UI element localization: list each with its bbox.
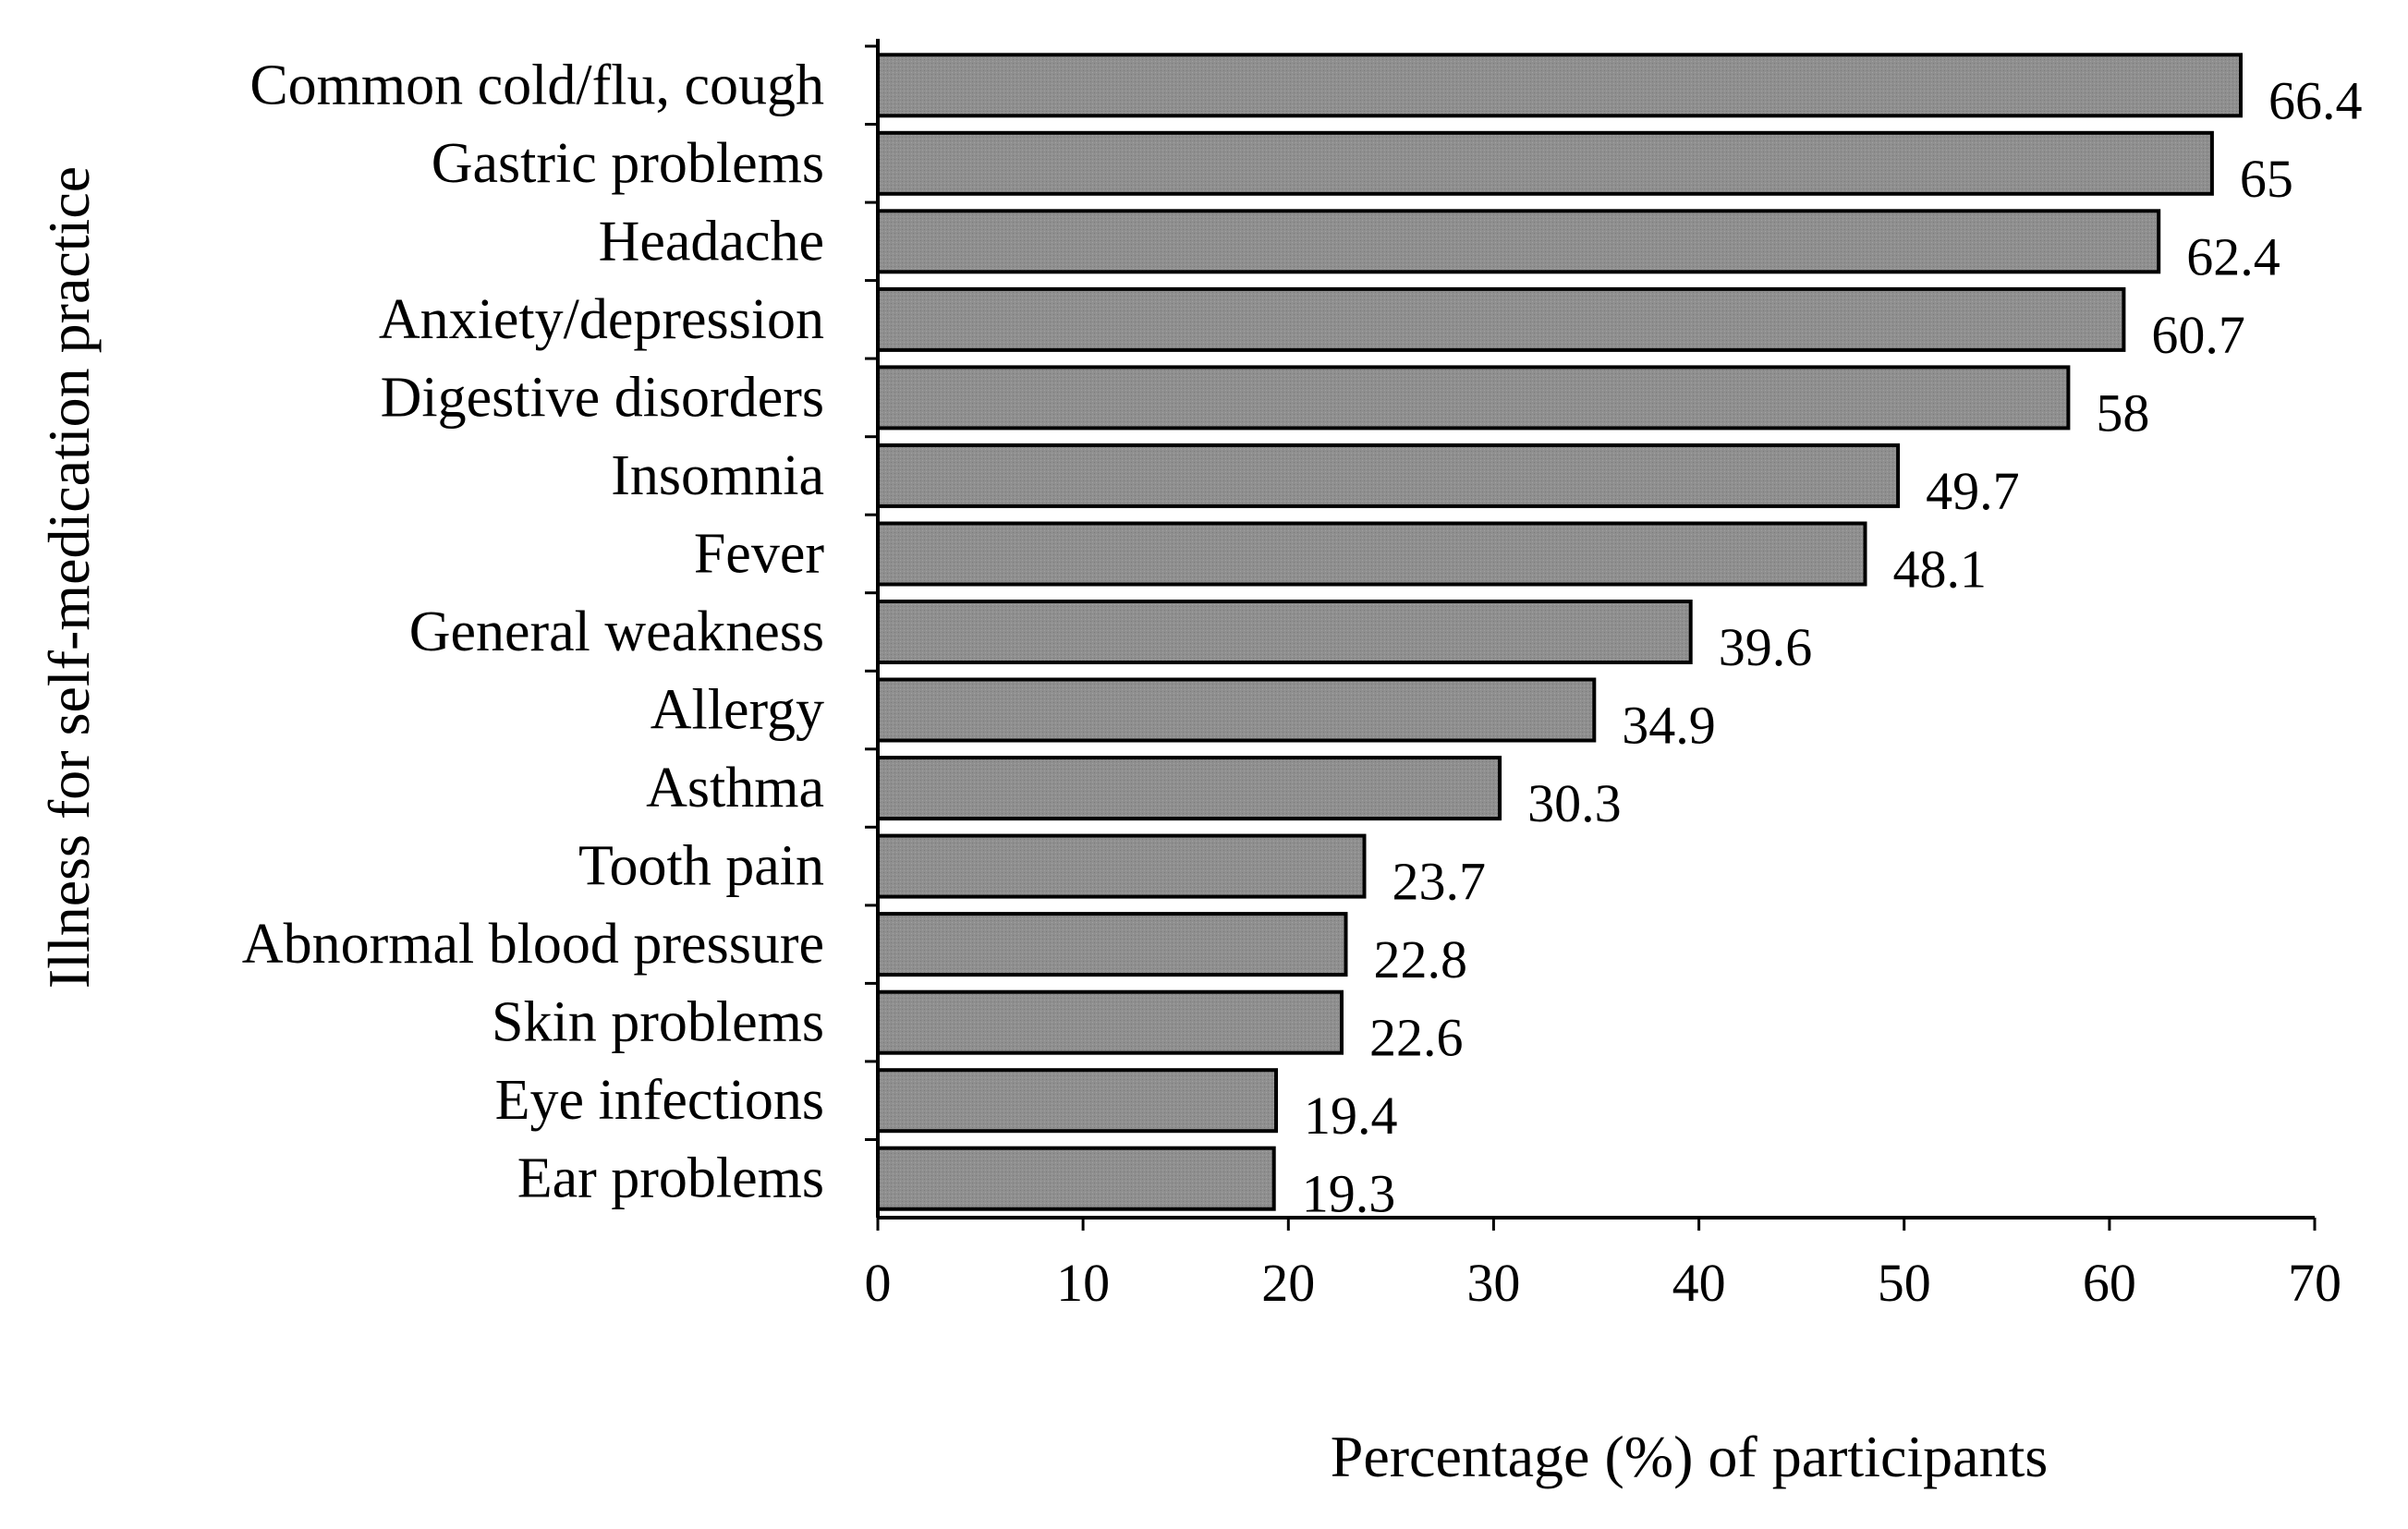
x-tick-label: 10 (1056, 1253, 1110, 1313)
bar (876, 130, 2214, 196)
category-label: Ear problems (517, 1147, 824, 1210)
data-label: 39.6 (1719, 617, 1813, 677)
bar (876, 521, 1867, 587)
data-label: 30.3 (1527, 773, 1622, 833)
bar (876, 600, 1693, 664)
x-tick-label: 40 (1672, 1253, 1726, 1313)
category-label: Common cold/flu, cough (249, 54, 824, 116)
category-label: Anxiety/depression (379, 288, 824, 351)
data-label: 34.9 (1622, 696, 1716, 756)
x-tick-label: 20 (1261, 1253, 1315, 1313)
bar (876, 833, 1367, 899)
bars-layer (876, 53, 2243, 1211)
data-label: 65 (2240, 149, 2293, 209)
data-label: 23.7 (1393, 852, 1487, 912)
data-label: 62.4 (2186, 226, 2280, 286)
category-label: General weakness (409, 601, 824, 663)
data-label: 19.4 (1304, 1086, 1398, 1146)
data-label: 22.6 (1369, 1008, 1464, 1068)
category-label: Tooth pain (578, 835, 824, 898)
bar (876, 756, 1502, 821)
bar (876, 53, 2243, 118)
category-label: Fever (694, 523, 825, 586)
bar (876, 365, 2071, 431)
category-label: Gastric problems (432, 132, 824, 195)
y-axis-title: Illness for self-medication practice (36, 166, 102, 989)
bar (876, 912, 1348, 977)
axes-layer: 0 10 20 30 40 50 60 70 (865, 39, 2341, 1313)
x-tick-label: 0 (865, 1253, 892, 1313)
x-tick-label: 30 (1466, 1253, 1520, 1313)
x-tick-label: 50 (1878, 1253, 1931, 1313)
data-label: 66.4 (2268, 70, 2363, 130)
category-label: Skin problems (492, 991, 824, 1054)
x-axis-title: Percentage (%) of participants (1331, 1424, 2049, 1489)
category-label: Digestive disorders (381, 366, 824, 429)
data-label: 49.7 (1926, 461, 2020, 521)
category-label: Abnormal blood pressure (242, 913, 824, 976)
x-tick-label: 60 (2083, 1253, 2136, 1313)
category-label: Headache (599, 210, 824, 273)
bar (876, 209, 2161, 274)
category-label: Insomnia (611, 444, 824, 507)
data-label: 19.3 (1302, 1164, 1396, 1224)
labels-layer: Common cold/flu, cough 66.4 Gastric proble… (242, 54, 2363, 1223)
bar (876, 677, 1597, 743)
bar (876, 286, 2126, 352)
bar (876, 1068, 1278, 1134)
x-tick-label: 70 (2288, 1253, 2341, 1313)
data-label: 22.8 (1374, 929, 1468, 989)
data-label: 48.1 (1893, 540, 1988, 600)
data-label: 58 (2096, 382, 2149, 443)
data-label: 60.7 (2151, 305, 2245, 365)
category-label: Asthma (646, 757, 824, 819)
bar (876, 989, 1344, 1055)
category-label: Allergy (651, 679, 824, 742)
bar (876, 443, 1901, 508)
category-label: Eye infections (495, 1069, 824, 1132)
bar (876, 1146, 1276, 1211)
